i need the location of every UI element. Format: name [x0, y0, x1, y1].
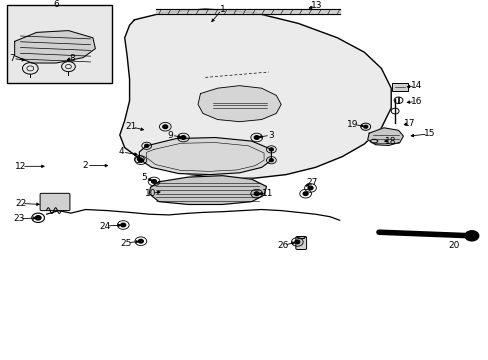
Ellipse shape: [297, 237, 305, 239]
Text: 27: 27: [305, 178, 317, 187]
Bar: [7, 5, 112, 83]
Circle shape: [269, 159, 273, 162]
Circle shape: [363, 125, 367, 128]
Circle shape: [151, 180, 156, 183]
Circle shape: [307, 186, 312, 190]
Circle shape: [181, 136, 185, 139]
Polygon shape: [198, 86, 281, 122]
Circle shape: [294, 240, 299, 244]
Polygon shape: [149, 176, 266, 204]
Circle shape: [464, 231, 478, 241]
Text: 24: 24: [99, 222, 111, 231]
Text: 2: 2: [82, 161, 88, 170]
Text: 16: 16: [410, 97, 422, 106]
Polygon shape: [139, 138, 271, 175]
Text: 15: 15: [423, 129, 434, 138]
Circle shape: [303, 192, 307, 195]
Circle shape: [269, 148, 273, 151]
Text: 9: 9: [167, 130, 173, 139]
Polygon shape: [367, 128, 403, 145]
Text: 18: 18: [384, 136, 395, 145]
Text: 4: 4: [118, 148, 124, 156]
Text: 19: 19: [346, 120, 358, 129]
Text: 5: 5: [141, 173, 147, 181]
Polygon shape: [15, 31, 95, 63]
Text: 21: 21: [125, 122, 137, 131]
FancyBboxPatch shape: [295, 237, 306, 249]
Circle shape: [121, 223, 125, 227]
Text: 13: 13: [310, 1, 322, 10]
Polygon shape: [120, 9, 390, 178]
Text: 8: 8: [69, 54, 75, 63]
Bar: [391, 83, 407, 91]
Text: 10: 10: [144, 189, 156, 198]
Text: 25: 25: [120, 238, 132, 248]
Text: 22: 22: [15, 199, 26, 208]
Text: 12: 12: [15, 162, 26, 171]
Circle shape: [137, 158, 141, 161]
Text: 14: 14: [410, 81, 422, 90]
Text: 26: 26: [276, 241, 288, 250]
Circle shape: [163, 125, 167, 129]
Text: 1: 1: [219, 4, 225, 13]
Text: 11: 11: [262, 189, 273, 198]
Circle shape: [138, 239, 143, 243]
Circle shape: [254, 192, 259, 195]
Text: 17: 17: [403, 118, 415, 127]
Text: 7: 7: [9, 54, 15, 63]
FancyBboxPatch shape: [40, 193, 70, 211]
Text: 6: 6: [53, 0, 59, 9]
Text: 3: 3: [268, 130, 274, 139]
Text: 20: 20: [447, 241, 459, 250]
Text: 23: 23: [13, 214, 24, 223]
Circle shape: [144, 144, 148, 147]
Circle shape: [35, 216, 41, 220]
Circle shape: [254, 136, 259, 139]
Circle shape: [138, 158, 143, 162]
